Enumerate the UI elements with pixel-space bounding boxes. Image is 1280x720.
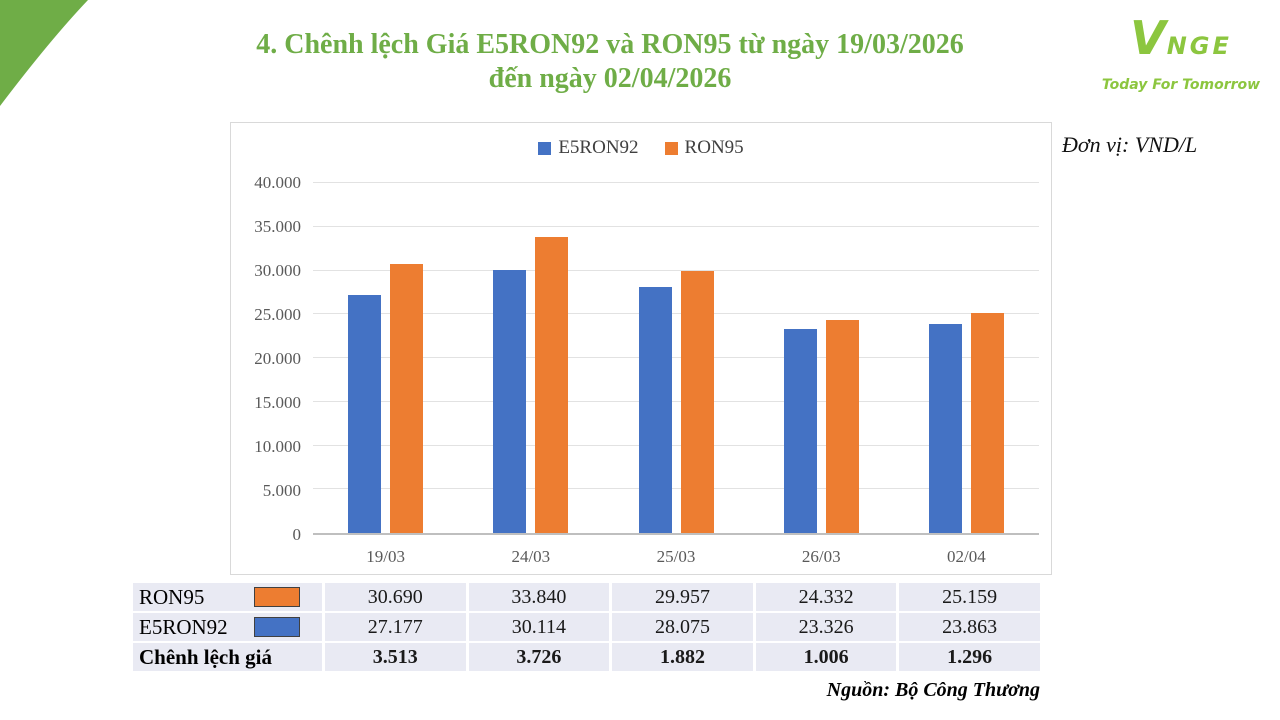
gridline <box>313 269 1039 271</box>
table-value-cell: 33.840 <box>468 583 613 611</box>
row-label-cell: E5RON92 <box>133 613 325 641</box>
bar-ron95-24/03 <box>535 236 569 533</box>
bar-groups <box>313 183 1039 533</box>
table-value-cell: 29.957 <box>612 583 756 611</box>
legend-item-ron95: RON95 <box>664 137 744 159</box>
y-tick-label: 20.000 <box>254 349 301 368</box>
legend-label-ron95: RON95 <box>684 137 744 158</box>
row-label: RON95 <box>139 584 205 609</box>
table-value-cell: 23.326 <box>755 613 900 641</box>
table-value-cell: 1.882 <box>612 643 756 671</box>
gridline <box>313 225 1039 227</box>
page-title-line2: đến ngày 02/04/2026 <box>488 63 732 94</box>
corner-accent-shape <box>0 0 88 106</box>
bar-ron95-25/03 <box>680 270 714 533</box>
logo-tagline: Today For Tomorrow <box>1101 77 1261 93</box>
chart-container: E5RON92 RON95 40.000 35.000 30.000 25.000 20.… <box>230 122 1052 575</box>
row-label: Chênh lệch giá <box>139 644 273 669</box>
data-table: RON95 30.690 33.840 29.957 24.332 25.159 E5RON… <box>133 583 1040 673</box>
page-title: 4. Chênh lệch Giá E5RON92 và RON95 từ ng… <box>170 28 1050 96</box>
y-tick-label: 15.000 <box>254 393 301 412</box>
x-tick-label-19/03: 19/03 <box>366 547 405 566</box>
x-tick-label-24/03: 24/03 <box>511 547 551 566</box>
table-value-cell: 23.863 <box>899 613 1040 641</box>
gridline <box>313 488 1039 490</box>
x-tick-label-26/03: 26/03 <box>801 547 841 566</box>
table-value-cell: 28.075 <box>612 613 756 641</box>
table-row-ron95: RON95 30.690 33.840 29.957 24.332 25.159 <box>133 583 1040 611</box>
bar-group-02/04 <box>894 183 1039 533</box>
y-tick-label: 25.000 <box>254 305 301 324</box>
y-tick-label: 30.000 <box>254 261 301 280</box>
row-label-cell: RON95 <box>133 583 325 611</box>
y-tick-label: 5.000 <box>262 481 301 500</box>
gridline <box>313 357 1039 358</box>
y-tick-label: 40.000 <box>254 173 301 192</box>
table-value-cell: 27.177 <box>325 613 469 641</box>
gridline <box>313 400 1039 402</box>
bar-group-24/03 <box>458 183 603 533</box>
table-value-cell: 3.513 <box>325 643 469 671</box>
legend-marker-e5ron92 <box>538 141 552 155</box>
source-label: Nguồn: Bộ Công Thương <box>826 679 1040 701</box>
gridline <box>313 182 1039 183</box>
bar-e5ron92-25/03 <box>638 287 672 533</box>
bar-e5ron92-26/03 <box>783 328 817 533</box>
table-value-cell: 1.006 <box>755 643 900 671</box>
chart-legend: E5RON92 RON95 <box>231 137 1051 159</box>
legend-marker-ron95 <box>664 141 678 155</box>
row-label: E5RON92 <box>139 614 228 639</box>
bar-group-19/03 <box>313 183 458 533</box>
bar-group-26/03 <box>749 183 894 533</box>
vnge-logo: VNGE Today For Tomorrow <box>1096 12 1266 93</box>
row-color-swatch <box>254 617 300 637</box>
y-tick-label: 0 <box>292 525 302 544</box>
table-value-cell: 3.726 <box>468 643 613 671</box>
logo-nge-text: NGE <box>1166 32 1232 60</box>
x-tick-label-25/03: 25/03 <box>656 547 696 566</box>
y-axis-labels: 40.000 35.000 30.000 25.000 20.000 15.000 10.0… <box>231 173 301 544</box>
table-row-chênh-lệch-giá: Chênh lệch giá 3.513 3.726 1.882 1.006 1.296 <box>133 643 1040 671</box>
table-value-cell: 24.332 <box>755 583 900 611</box>
bar-ron95-26/03 <box>825 320 859 533</box>
row-color-swatch <box>254 587 300 607</box>
y-tick-label: 35.000 <box>254 217 301 236</box>
legend-label-e5ron92: E5RON92 <box>558 137 639 158</box>
bar-group-25/03 <box>603 183 748 533</box>
unit-label: Đơn vị: VND/L <box>1062 132 1198 157</box>
page-title-line1: 4. Chênh lệch Giá E5RON92 và RON95 từ ng… <box>256 29 964 60</box>
vnge-logo-wordmark: VNGE <box>1096 12 1266 75</box>
bar-e5ron92-24/03 <box>493 269 527 533</box>
x-axis-labels: 19/03 24/03 25/03 26/03 02/04 <box>313 547 1039 567</box>
bar-ron95-19/03 <box>390 264 424 533</box>
y-tick-label: 10.000 <box>254 437 301 456</box>
bar-e5ron92-19/03 <box>348 295 382 533</box>
table-value-cell: 30.690 <box>325 583 469 611</box>
legend-item-e5ron92: E5RON92 <box>538 137 639 159</box>
table-value-cell: 25.159 <box>899 583 1040 611</box>
table-value-cell: 1.296 <box>899 643 1040 671</box>
gridline <box>313 444 1039 446</box>
x-tick-label-02/04: 02/04 <box>947 547 986 566</box>
plot-area <box>313 182 1039 535</box>
logo-v-glyph: V <box>1130 11 1167 65</box>
bar-e5ron92-02/04 <box>928 324 962 533</box>
table-row-e5ron92: E5RON92 27.177 30.114 28.075 23.326 23.863 <box>133 613 1040 641</box>
table-value-cell: 30.114 <box>468 613 613 641</box>
bar-ron95-02/04 <box>970 312 1004 533</box>
row-label-cell: Chênh lệch giá <box>133 643 325 671</box>
gridline <box>313 313 1039 315</box>
